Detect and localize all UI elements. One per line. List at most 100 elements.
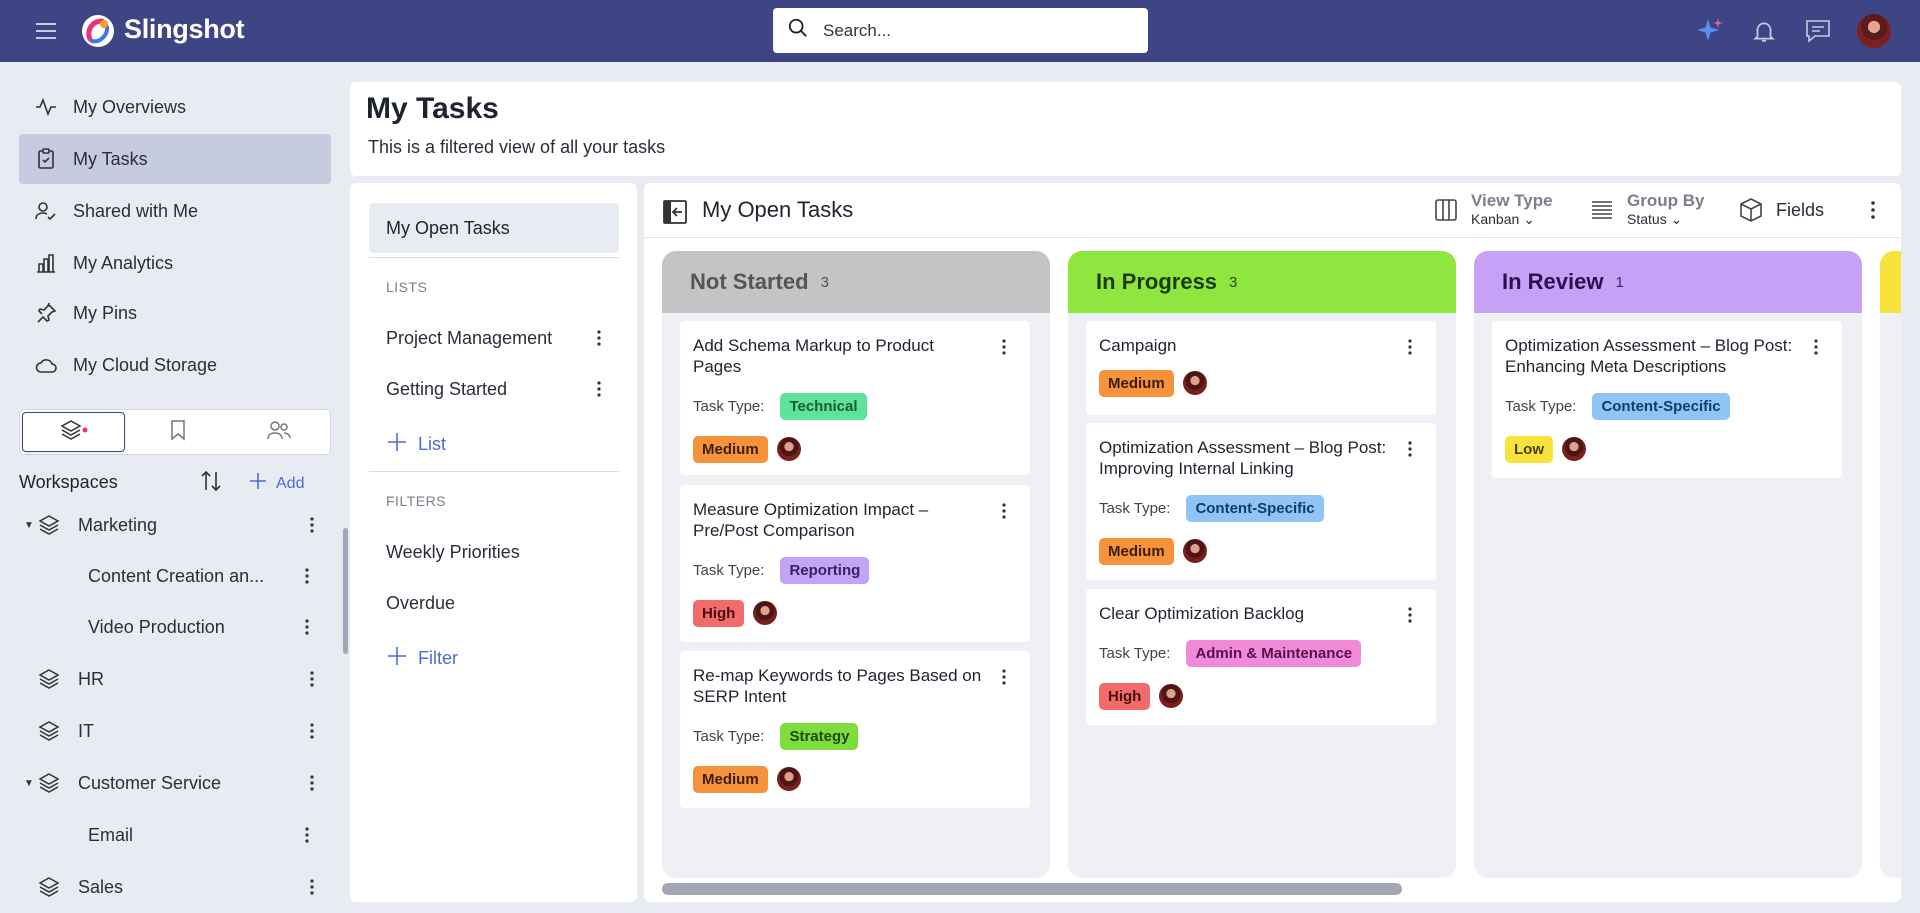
more-options-icon[interactable]: [1861, 198, 1885, 222]
kanban-column-in-progress: In Progress 3 Campaign Medium Optimizati…: [1068, 251, 1456, 878]
chat-messages-icon[interactable]: [1802, 15, 1834, 47]
search-bar[interactable]: [773, 8, 1148, 53]
more-options-icon[interactable]: [1398, 335, 1422, 359]
add-filter-button[interactable]: Filter: [386, 645, 458, 672]
tab-people[interactable]: [229, 410, 330, 454]
workspace-hr[interactable]: HR: [24, 657, 324, 701]
more-options-icon[interactable]: [295, 823, 319, 847]
more-options-icon[interactable]: [300, 771, 324, 795]
notification-bell-icon[interactable]: [1748, 15, 1780, 47]
priority-badge[interactable]: Medium: [1099, 537, 1174, 565]
columns-icon: [1433, 197, 1459, 223]
sidebar-item-my-overviews[interactable]: My Overviews: [19, 82, 331, 132]
column-header: Not Started 3: [662, 251, 1050, 313]
sidebar-item-my-analytics[interactable]: My Analytics: [19, 238, 331, 288]
assignee-avatar[interactable]: [776, 767, 801, 791]
priority-badge[interactable]: Low: [1505, 435, 1553, 463]
page-title: My Tasks: [366, 92, 499, 125]
workspace-video-production[interactable]: Video Production: [88, 605, 319, 649]
task-card[interactable]: Measure Optimization Impact – Pre/Post C…: [680, 485, 1030, 642]
assignee-avatar[interactable]: [1562, 437, 1586, 461]
page-subtitle: This is a filtered view of all your task…: [368, 137, 666, 157]
group-by-selector[interactable]: Group By Status ⌄: [1589, 191, 1704, 228]
more-options-icon[interactable]: [992, 665, 1016, 689]
priority-badge[interactable]: Medium: [693, 435, 768, 463]
column-header: In Progress 3: [1068, 251, 1456, 313]
tab-bookmarks[interactable]: [127, 410, 228, 454]
workspace-email[interactable]: Email: [88, 813, 319, 857]
collapse-panel-icon[interactable]: [662, 199, 688, 225]
more-options-icon[interactable]: [295, 615, 319, 639]
layers-icon: [36, 770, 62, 796]
list-item-my-open-tasks[interactable]: My Open Tasks: [369, 203, 619, 253]
assignee-avatar[interactable]: [1182, 371, 1207, 395]
task-card[interactable]: Add Schema Markup to Product Pages Task …: [680, 321, 1030, 475]
hamburger-menu-icon[interactable]: [34, 19, 58, 43]
workspaces-title: Workspaces: [19, 472, 118, 492]
sidebar-item-my-tasks[interactable]: My Tasks: [19, 134, 331, 184]
caret-down-icon[interactable]: ▼: [24, 519, 34, 531]
task-card[interactable]: Clear Optimization Backlog Task Type: Adm…: [1086, 589, 1436, 725]
more-options-icon[interactable]: [587, 326, 611, 350]
more-options-icon[interactable]: [1398, 603, 1422, 627]
workspace-content-creation[interactable]: Content Creation an...: [88, 554, 319, 598]
more-options-icon[interactable]: [1804, 335, 1828, 359]
task-card[interactable]: Optimization Assessment – Blog Post: Enh…: [1492, 321, 1842, 478]
fields-button[interactable]: Fields: [1738, 197, 1824, 223]
more-options-icon[interactable]: [295, 564, 319, 588]
search-input[interactable]: [823, 20, 1123, 41]
more-options-icon[interactable]: [300, 513, 324, 537]
task-card[interactable]: Campaign Medium: [1086, 321, 1436, 415]
users-icon: [266, 419, 292, 446]
plus-icon: [248, 471, 276, 496]
task-card[interactable]: Re-map Keywords to Pages Based on SERP I…: [680, 651, 1030, 808]
more-options-icon[interactable]: [992, 499, 1016, 523]
caret-down-icon[interactable]: ▼: [24, 777, 34, 789]
more-options-icon[interactable]: [587, 377, 611, 401]
sort-icon[interactable]: [198, 468, 224, 494]
sidebar-item-shared-with-me[interactable]: Shared with Me: [19, 186, 331, 236]
priority-badge[interactable]: High: [693, 599, 745, 627]
sidebar-item-my-cloud-storage[interactable]: My Cloud Storage: [19, 340, 331, 390]
chevron-down-icon: ⌄: [1523, 211, 1535, 227]
task-type-chip: Content-Specific: [1186, 495, 1324, 522]
assignee-avatar[interactable]: [776, 437, 801, 461]
cloud-icon: [33, 352, 59, 378]
ai-sparkle-icon[interactable]: [1694, 15, 1726, 47]
workspace-marketing[interactable]: ▼ Marketing: [24, 503, 324, 547]
user-avatar[interactable]: [1857, 14, 1891, 48]
more-options-icon[interactable]: [1398, 437, 1422, 461]
add-workspace-button[interactable]: Add: [248, 471, 304, 496]
slingshot-logo-icon[interactable]: [80, 13, 116, 49]
more-options-icon[interactable]: [992, 335, 1016, 359]
task-type-chip: Content-Specific: [1592, 393, 1730, 420]
tab-workspaces[interactable]: [22, 412, 126, 452]
list-item-project-management[interactable]: Project Management: [386, 318, 619, 358]
priority-badge[interactable]: High: [1099, 682, 1151, 710]
horizontal-scrollbar[interactable]: [662, 883, 1402, 895]
sidebar-item-my-pins[interactable]: My Pins: [19, 288, 331, 338]
rows-icon: [1589, 197, 1615, 223]
assignee-avatar[interactable]: [1182, 539, 1207, 563]
filter-item-weekly-priorities[interactable]: Weekly Priorities: [386, 541, 520, 562]
priority-badge[interactable]: Medium: [693, 765, 768, 793]
bookmark-icon: [168, 419, 188, 446]
view-type-selector[interactable]: View Type Kanban ⌄: [1433, 191, 1553, 228]
task-card[interactable]: Optimization Assessment – Blog Post: Imp…: [1086, 423, 1436, 580]
filter-item-overdue[interactable]: Overdue: [386, 592, 456, 613]
add-list-button[interactable]: List: [386, 431, 446, 458]
list-item-getting-started[interactable]: Getting Started: [386, 369, 619, 409]
assignee-avatar[interactable]: [753, 601, 778, 625]
more-options-icon[interactable]: [300, 719, 324, 743]
cube-icon: [1738, 197, 1764, 223]
workspace-sales[interactable]: Sales: [24, 865, 324, 909]
priority-badge[interactable]: Medium: [1099, 369, 1174, 397]
more-options-icon[interactable]: [300, 875, 324, 899]
assignee-avatar[interactable]: [1159, 684, 1184, 708]
layers-icon: [36, 874, 62, 900]
workspace-customer-service[interactable]: ▼ Customer Service: [24, 761, 324, 805]
workspace-it[interactable]: IT: [24, 709, 324, 753]
plus-icon: [386, 645, 418, 672]
sidebar-scrollbar[interactable]: [343, 528, 348, 654]
more-options-icon[interactable]: [300, 667, 324, 691]
